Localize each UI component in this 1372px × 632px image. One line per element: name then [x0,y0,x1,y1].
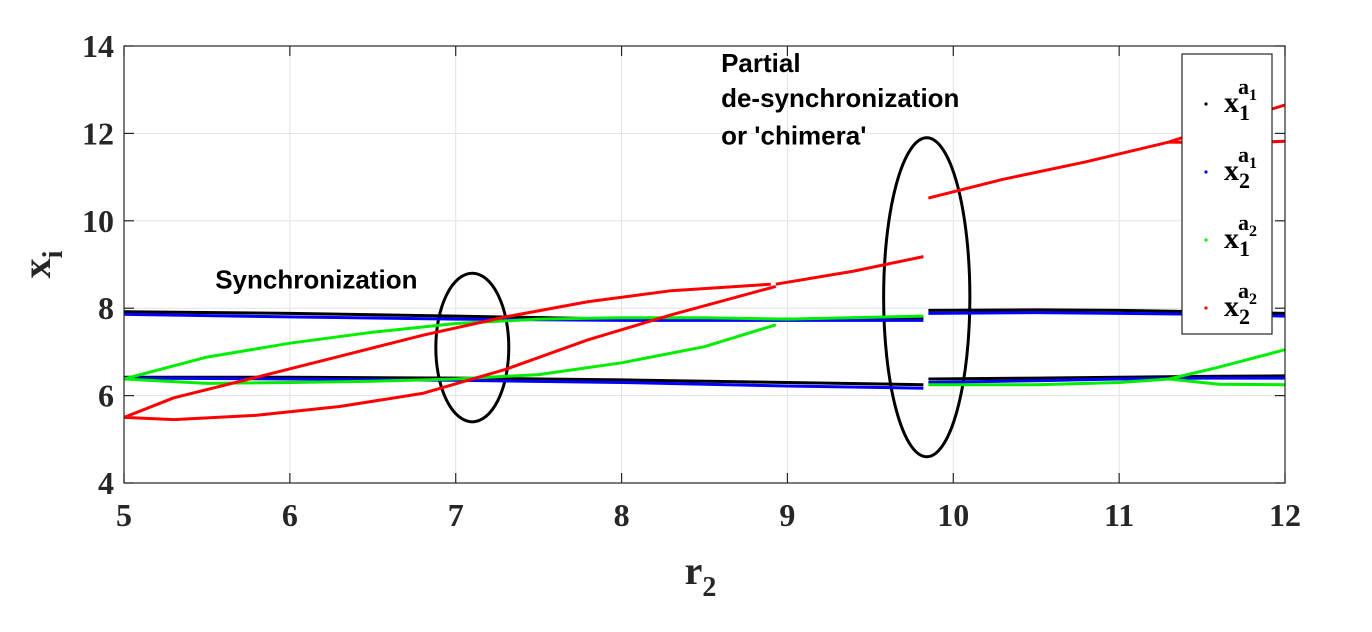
y-tick-label: 14 [82,28,114,64]
x-tick-label: 9 [779,497,795,533]
series-2 [123,314,1286,387]
series-2-branch-4 [1168,377,1286,387]
legend-sub: 1 [1239,236,1250,261]
series-3-branch-1 [123,284,777,422]
series-1-branch-3 [928,376,1285,384]
legend-marker [1204,102,1208,106]
y-axis-label-main: x [14,258,59,278]
legend-entry: x1a2 [1224,210,1257,261]
y-tick-label: 8 [98,290,114,326]
annotations: Synchronization Partial de-synchronization… [215,48,959,294]
annotation-text: or 'chimera' [721,120,866,150]
series-1 [123,311,1286,390]
series-2-branch-0 [123,314,924,381]
x-tick-label: 11 [1104,497,1134,533]
legend-marker [1204,238,1208,242]
legend-marker [1204,170,1208,174]
y-axis-label: xi [14,250,69,278]
legend-sup: a [1238,74,1249,99]
legend-marker [1204,306,1208,310]
series-1-branch-1 [123,376,924,390]
series-3-branch-0 [123,282,771,419]
x-tick-label: 10 [937,497,969,533]
legend-sub: 2 [1239,304,1250,329]
legend-sub: 2 [1239,168,1250,193]
series-2-branch-3 [1168,348,1286,381]
x-tick-label: 7 [448,497,464,533]
ellipse-0 [434,271,511,424]
y-tick-label: 12 [82,115,114,151]
series-2-branch-2 [928,377,1170,387]
legend-main: x [1224,222,1239,255]
y-axis-label-sub: i [38,250,69,258]
y-tick-label: 10 [82,203,114,239]
y-tick-label: 6 [98,378,114,414]
legend-entry: x1a1 [1224,74,1257,125]
annotation-ellipses [434,136,972,459]
annotation-text: de-synchronization [721,83,959,113]
legend-sub: 1 [1239,100,1250,125]
data-series [123,103,1286,422]
legend-main: x [1224,290,1239,323]
x-tick-label: 12 [1269,497,1301,533]
series-3-branch-3 [928,140,1170,200]
x-tick-label: 5 [116,497,132,533]
series-3 [123,103,1286,422]
annotation-text: Partial [721,48,801,78]
legend-supsub: 1 [1249,155,1257,172]
legend-main: x [1224,86,1239,119]
legend-sup: a [1238,142,1249,167]
x-tick-label: 8 [614,497,630,533]
legend-supsub: 2 [1249,223,1257,240]
y-tick-label: 4 [98,465,114,501]
legend-supsub: 2 [1249,291,1257,308]
legend-entry: x2a2 [1224,278,1257,329]
x-axis-label-sub: 2 [702,572,716,603]
x-axis-label-main: r [685,548,703,593]
series-3-branch-2 [775,255,924,286]
legend-supsub: 1 [1249,87,1257,104]
legend-sup: a [1238,210,1249,235]
annotation-text: Synchronization [215,265,417,295]
legend-entry: x2a1 [1224,142,1257,193]
legend-main: x [1224,154,1239,187]
x-axis-label: r2 [685,548,717,603]
x-tick-label: 6 [282,497,298,533]
x-axis-ticks: 5 6 7 8 9 10 11 12 [116,46,1301,533]
series-0-branch-3 [928,374,1286,381]
ellipse-1 [882,136,972,459]
plot-area-frame [123,45,1286,484]
legend-sup: a [1238,278,1249,303]
legend-box [1181,53,1273,335]
